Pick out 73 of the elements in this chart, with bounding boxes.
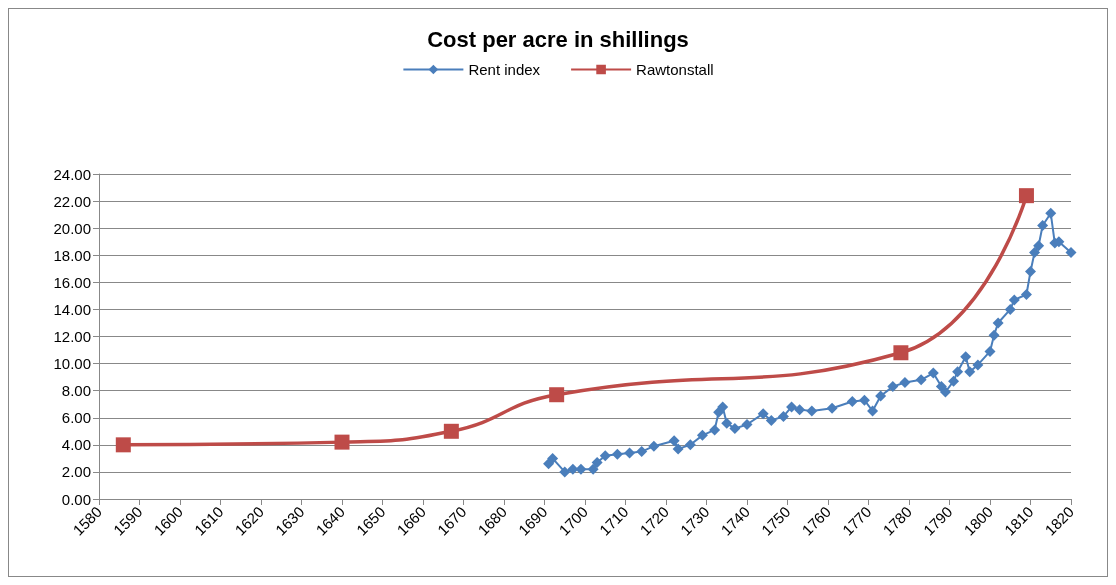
point xyxy=(1025,266,1036,277)
point xyxy=(1018,188,1034,204)
y-tick-label: 14.00 xyxy=(53,300,91,318)
point xyxy=(729,423,741,435)
legend-label: Rent index xyxy=(468,61,541,78)
point xyxy=(846,396,858,407)
legend-label: Rawtonstall xyxy=(636,61,714,78)
point xyxy=(624,447,636,459)
point xyxy=(549,387,565,403)
point xyxy=(547,452,559,464)
point xyxy=(960,351,972,363)
point xyxy=(806,405,818,417)
point xyxy=(988,329,1000,341)
point xyxy=(786,401,798,413)
point xyxy=(826,402,838,414)
y-tick-label: 0.00 xyxy=(61,490,91,508)
point xyxy=(443,423,459,439)
point xyxy=(1029,247,1041,259)
point xyxy=(559,466,571,478)
point xyxy=(1045,207,1057,219)
point xyxy=(875,390,887,402)
y-tick-label: 24.00 xyxy=(53,165,91,183)
point xyxy=(1008,294,1020,306)
y-tick-label: 22.00 xyxy=(53,192,91,210)
point xyxy=(684,439,696,451)
point xyxy=(927,367,939,379)
point xyxy=(672,443,684,455)
point xyxy=(984,345,996,357)
y-tick-label: 4.00 xyxy=(61,436,91,454)
y-tick-label: 2.00 xyxy=(61,463,91,481)
point xyxy=(334,434,350,450)
chart-title: Cost per acre in shillings xyxy=(427,26,689,52)
y-tick-label: 8.00 xyxy=(61,382,91,400)
point xyxy=(948,375,960,387)
point xyxy=(867,405,879,417)
point xyxy=(777,410,789,422)
point xyxy=(1033,240,1045,252)
y-tick-label: 18.00 xyxy=(53,246,91,264)
point xyxy=(1065,247,1077,259)
point xyxy=(964,366,976,378)
point xyxy=(696,429,708,441)
point xyxy=(741,419,753,431)
point xyxy=(939,386,951,398)
point xyxy=(721,417,733,429)
point xyxy=(1020,289,1032,301)
point xyxy=(765,414,777,426)
point xyxy=(952,366,964,378)
point xyxy=(757,408,769,420)
y-tick-label: 10.00 xyxy=(53,355,91,373)
point xyxy=(648,440,660,452)
point xyxy=(599,450,611,462)
point xyxy=(611,448,623,460)
point xyxy=(587,463,599,475)
y-tick-label: 20.00 xyxy=(53,219,91,237)
point xyxy=(992,317,1004,329)
point xyxy=(668,435,680,447)
point xyxy=(115,437,131,453)
point xyxy=(794,404,806,416)
y-tick-label: 6.00 xyxy=(61,409,91,427)
y-tick-label: 12.00 xyxy=(53,328,91,345)
point xyxy=(709,424,721,436)
point xyxy=(915,374,927,386)
point xyxy=(858,394,870,406)
point xyxy=(636,446,648,458)
point xyxy=(893,345,909,361)
point xyxy=(713,406,725,418)
point xyxy=(1004,303,1016,315)
point xyxy=(591,456,603,468)
point xyxy=(899,377,911,389)
point xyxy=(887,381,899,393)
y-tick-label: 16.00 xyxy=(53,273,91,291)
point xyxy=(972,359,984,371)
point xyxy=(1037,219,1049,231)
